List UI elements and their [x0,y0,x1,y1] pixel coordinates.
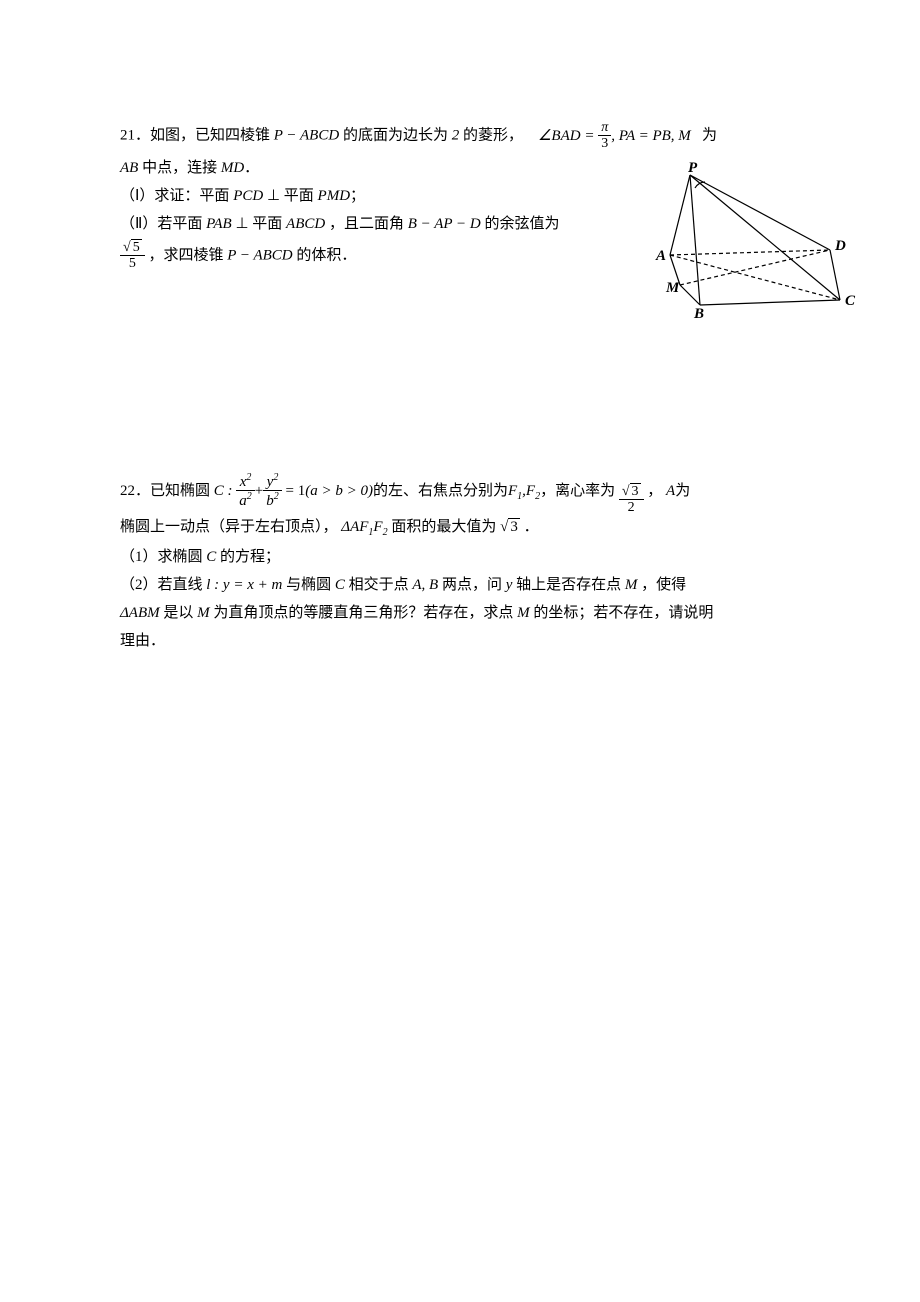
p21-line2: AB 中点，连接 MD． [120,156,600,180]
label-P: P [688,160,698,176]
p22-line2: 椭圆上一动点（异于左右顶点）， ΔAF1F2 面积的最大值为 √3 ． [120,515,800,541]
p22-number: 22． [120,479,150,503]
problem-21-body: 21．如图，已知四棱锥 P − ABCD 的底面为边长为 2 的菱形， ∠BAD… [120,120,600,272]
label-M: M [665,280,680,296]
p21-number: 21． [120,127,150,143]
p21-part1: （Ⅰ）求证：平面 PCD ⊥ 平面 PMD； [120,184,600,208]
ellipse-equation: C : x2 a2 + y2 b2 = 1 (a > b > 0) [214,472,373,510]
p22-q1: （1）求椭圆 C 的方程； [120,545,800,569]
p21-part2a: （Ⅱ）若平面 PAB ⊥ 平面 ABCD ，且二面角 B − AP − D 的余… [120,212,600,236]
problem-21: 21．如图，已知四棱锥 P − ABCD 的底面为边长为 2 的菱形， ∠BAD… [120,120,800,272]
p22-line1: 22． 已知椭圆 C : x2 a2 + y2 b2 = 1 (a > b > … [120,472,800,516]
p21-line1: 21．如图，已知四棱锥 P − ABCD 的底面为边长为 2 的菱形， ∠BAD… [120,120,800,152]
frac-sqrt5-5: √5 5 [120,240,145,272]
label-A: A [655,248,666,264]
p21-part2b: √5 5 ，求四棱锥 P − ABCD 的体积． [120,240,600,272]
pyramid-diagram: P A M B C D [640,160,860,320]
label-B: B [693,306,704,320]
label-C: C [845,293,856,309]
math-pyramid: P − ABCD [274,127,339,143]
label-D: D [834,238,846,254]
p22-q2a: （2）若直线 l : y = x + m 与椭圆 C 相交于点 A, B 两点，… [120,573,800,597]
problem-22: 22． 已知椭圆 C : x2 a2 + y2 b2 = 1 (a > b > … [120,472,800,654]
frac-pi-3: π 3 [598,120,611,152]
eccentricity: √3 2 [619,484,644,516]
p22-q2c: 理由． [120,629,800,653]
angle-bad: ∠BAD [538,128,581,144]
p22-q2b: ΔABM 是以 M 为直角顶点的等腰直角三角形？若存在，求点 M 的坐标；若不存… [120,601,800,625]
